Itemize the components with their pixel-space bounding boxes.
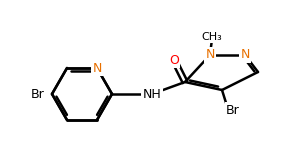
- Text: NH: NH: [143, 88, 161, 100]
- Text: O: O: [169, 54, 179, 67]
- Text: Br: Br: [30, 88, 44, 100]
- Text: N: N: [205, 48, 215, 62]
- Text: CH₃: CH₃: [202, 32, 222, 42]
- Text: Br: Br: [226, 104, 240, 116]
- Text: N: N: [240, 48, 250, 62]
- Text: N: N: [92, 62, 102, 74]
